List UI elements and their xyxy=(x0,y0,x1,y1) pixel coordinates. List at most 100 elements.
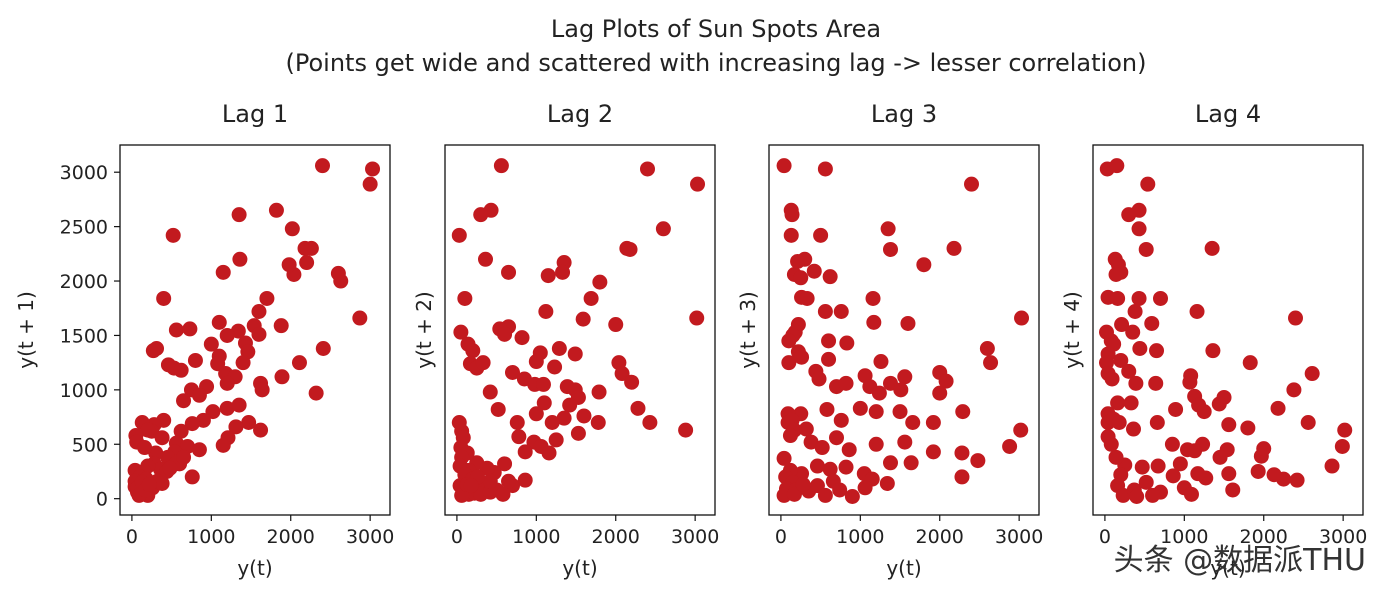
data-point xyxy=(541,445,557,461)
data-point xyxy=(303,240,319,256)
data-point xyxy=(562,397,578,413)
data-point xyxy=(365,161,381,177)
data-point xyxy=(1270,400,1286,416)
data-point xyxy=(176,449,192,465)
data-point xyxy=(501,264,517,280)
data-point xyxy=(173,362,189,378)
x-tick-label: 0 xyxy=(775,526,787,548)
data-point xyxy=(916,257,932,273)
data-point xyxy=(548,432,564,448)
x-tick-label: 1000 xyxy=(512,526,560,548)
data-point xyxy=(493,158,509,174)
data-point xyxy=(182,321,198,337)
subplot-title: Lag 3 xyxy=(871,100,937,128)
data-point xyxy=(1138,241,1154,257)
data-point xyxy=(528,354,544,370)
data-point xyxy=(1144,315,1160,331)
lag-plot-3: Lag 3 0 1000 2000 3000 y(t) y(t + 3) xyxy=(736,100,1043,580)
data-point xyxy=(1121,363,1137,379)
data-point xyxy=(873,354,889,370)
x-tick-label: 3000 xyxy=(671,526,719,548)
data-point xyxy=(879,475,895,491)
data-point xyxy=(813,227,829,243)
data-point xyxy=(168,322,184,338)
data-point xyxy=(1196,404,1212,420)
data-point xyxy=(1240,420,1256,436)
y-tick-label: 2000 xyxy=(60,271,108,293)
data-point xyxy=(232,251,248,267)
data-point xyxy=(547,359,563,375)
data-point xyxy=(946,240,962,256)
data-point xyxy=(903,455,919,471)
data-point xyxy=(567,346,583,362)
data-point xyxy=(866,314,882,330)
data-point xyxy=(528,406,544,422)
data-point xyxy=(315,158,330,174)
data-point xyxy=(964,176,979,192)
data-point xyxy=(893,382,909,398)
data-point xyxy=(1125,324,1141,340)
data-point xyxy=(203,336,219,352)
data-point xyxy=(979,341,995,356)
data-point xyxy=(1123,395,1139,411)
data-point xyxy=(482,384,498,400)
data-point xyxy=(809,458,825,474)
data-point xyxy=(1182,374,1198,390)
data-point xyxy=(475,355,491,371)
data-point xyxy=(482,484,498,500)
figure-title-line2: (Points get wide and scattered with incr… xyxy=(286,49,1147,77)
plot-frame xyxy=(1092,144,1364,516)
data-point xyxy=(1150,458,1166,474)
data-point xyxy=(883,241,898,257)
data-point xyxy=(505,364,520,380)
data-point xyxy=(799,290,815,306)
data-point xyxy=(576,408,592,424)
data-point xyxy=(1324,458,1340,474)
data-point xyxy=(678,422,694,438)
data-point xyxy=(900,315,916,331)
data-point xyxy=(844,489,860,504)
data-point xyxy=(795,477,811,493)
data-point xyxy=(231,207,247,223)
y-axis-label: y(t + 2) xyxy=(412,291,436,368)
data-point xyxy=(1114,317,1130,333)
data-point xyxy=(1212,449,1228,465)
data-point xyxy=(790,253,806,269)
x-tick-label: 2000 xyxy=(916,526,964,548)
data-point xyxy=(281,257,297,273)
data-point xyxy=(590,415,606,430)
data-point xyxy=(932,385,948,401)
data-point xyxy=(1149,415,1165,430)
data-point xyxy=(782,428,798,444)
data-point xyxy=(495,486,511,502)
lag-plot-4: Lag 4 0 1000 2000 3000 y(t) y(t + 4) xyxy=(1060,100,1367,580)
x-tick-label: 2000 xyxy=(1240,526,1288,548)
data-point xyxy=(241,415,257,430)
data-point xyxy=(251,326,267,342)
data-point xyxy=(556,410,572,426)
data-point xyxy=(501,473,517,489)
data-point xyxy=(983,355,999,371)
data-point xyxy=(1108,267,1124,282)
x-tick-label: 2000 xyxy=(267,526,315,548)
data-point xyxy=(273,318,289,334)
data-point xyxy=(511,429,527,445)
data-point xyxy=(868,404,884,420)
data-point xyxy=(284,221,300,237)
data-point xyxy=(1134,459,1150,475)
data-point xyxy=(1189,304,1205,319)
data-point xyxy=(1138,474,1154,490)
data-point xyxy=(517,472,533,488)
data-point xyxy=(1115,487,1131,503)
data-point xyxy=(215,437,231,453)
data-point xyxy=(817,304,833,319)
data-point xyxy=(1221,466,1237,482)
x-tick-label: 1000 xyxy=(1160,526,1208,548)
data-point xyxy=(1183,486,1199,502)
data-point xyxy=(655,221,671,237)
data-point xyxy=(776,158,792,174)
data-point xyxy=(783,227,799,243)
data-point xyxy=(308,385,324,401)
lag-plot-1: Lag 1 0 1000 2000 3000 0 500 1000 1500 2000 2500 30… xyxy=(14,100,394,580)
subplot-title: Lag 4 xyxy=(1195,100,1261,128)
